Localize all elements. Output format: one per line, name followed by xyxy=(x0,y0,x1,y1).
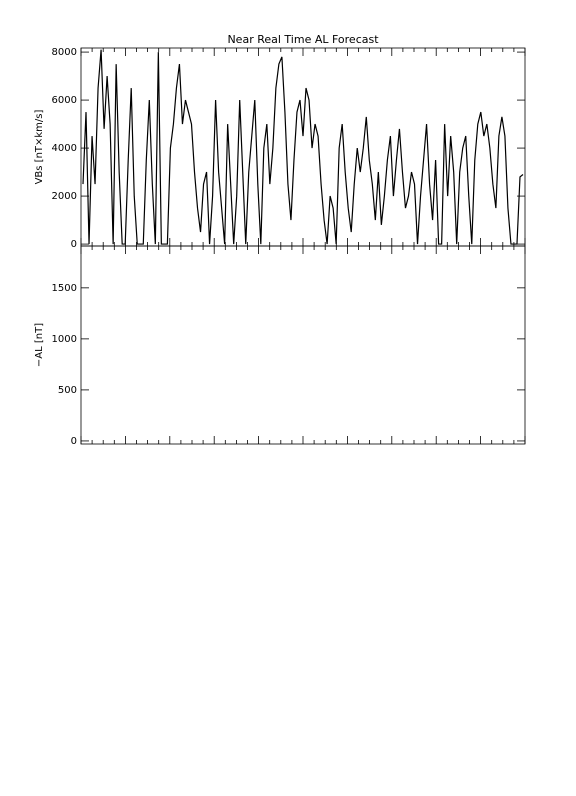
y-tick-label: 2000 xyxy=(52,191,77,202)
chart-title: Near Real Time AL Forecast xyxy=(227,33,379,46)
y-tick-label: 500 xyxy=(58,385,77,396)
y-tick-label: 1500 xyxy=(52,283,77,294)
y-tick-label: 6000 xyxy=(52,95,77,106)
y-axis-label: −AL [nT] xyxy=(34,323,45,367)
y-tick-label: 0 xyxy=(71,436,77,447)
data-line xyxy=(82,49,524,245)
y-tick-label: 4000 xyxy=(52,143,77,154)
y-tick-label: 0 xyxy=(71,239,77,250)
y-tick-label: 8000 xyxy=(52,47,77,58)
y-tick-label: 1000 xyxy=(52,334,77,345)
y-axis-label: VBs [nT×km/s] xyxy=(34,109,45,184)
